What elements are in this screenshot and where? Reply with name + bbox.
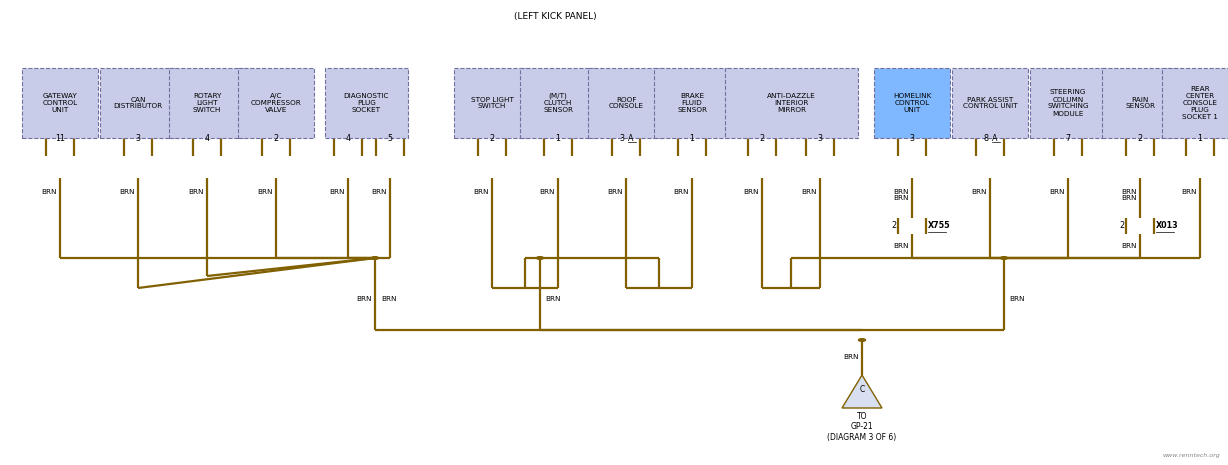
Text: STEERING
COLUMN
SWITCHING
MODULE: STEERING COLUMN SWITCHING MODULE [1047, 89, 1089, 117]
Text: 4: 4 [205, 134, 210, 143]
Text: 4: 4 [345, 134, 350, 143]
Text: BRN: BRN [329, 189, 345, 195]
Text: www.renntech.org: www.renntech.org [1162, 453, 1219, 458]
FancyBboxPatch shape [1162, 68, 1228, 138]
Text: 11: 11 [55, 134, 65, 143]
Text: 3: 3 [818, 134, 823, 143]
Text: ROTARY
LIGHT
SWITCH: ROTARY LIGHT SWITCH [193, 93, 221, 113]
Text: 2: 2 [274, 134, 279, 143]
Text: BRN: BRN [673, 189, 689, 195]
Text: PARK ASSIST
CONTROL UNIT: PARK ASSIST CONTROL UNIT [963, 97, 1017, 109]
Text: 2: 2 [759, 134, 765, 143]
FancyBboxPatch shape [588, 68, 664, 138]
Circle shape [858, 339, 866, 341]
Text: 3: 3 [910, 134, 915, 143]
Text: BRN: BRN [1009, 296, 1024, 302]
Text: STOP LIGHT
SWITCH: STOP LIGHT SWITCH [470, 97, 513, 109]
FancyBboxPatch shape [99, 68, 176, 138]
Text: C: C [860, 385, 865, 393]
Text: HOMELINK
CONTROL
UNIT: HOMELINK CONTROL UNIT [893, 93, 931, 113]
Text: ANTI-DAZZLE
INTERIOR
MIRROR: ANTI-DAZZLE INTERIOR MIRROR [768, 93, 815, 113]
FancyBboxPatch shape [238, 68, 314, 138]
Text: 1: 1 [555, 134, 560, 143]
Text: 2: 2 [1137, 134, 1142, 143]
Text: BRN: BRN [539, 189, 555, 195]
Text: BRN: BRN [372, 189, 387, 195]
FancyBboxPatch shape [874, 68, 950, 138]
Text: BRN: BRN [545, 296, 560, 302]
Text: BRN: BRN [608, 189, 623, 195]
Text: BRN: BRN [189, 189, 204, 195]
Text: BRN: BRN [42, 189, 56, 195]
Text: A: A [992, 134, 997, 143]
FancyBboxPatch shape [22, 68, 98, 138]
Text: A/C
COMPRESSOR
VALVE: A/C COMPRESSOR VALVE [251, 93, 301, 113]
Text: BRN: BRN [743, 189, 759, 195]
Circle shape [372, 257, 378, 259]
Text: GATEWAY
CONTROL
UNIT: GATEWAY CONTROL UNIT [43, 93, 77, 113]
FancyBboxPatch shape [1030, 68, 1106, 138]
Text: BRN: BRN [356, 296, 372, 302]
Text: 7: 7 [1066, 134, 1071, 143]
Text: BRN: BRN [1050, 189, 1065, 195]
Text: 5: 5 [388, 134, 393, 143]
Text: BRN: BRN [119, 189, 135, 195]
Circle shape [1001, 257, 1007, 259]
Text: X755: X755 [928, 221, 950, 231]
FancyBboxPatch shape [952, 68, 1028, 138]
Text: RAIN
SENSOR: RAIN SENSOR [1125, 97, 1156, 109]
Text: 2: 2 [490, 134, 495, 143]
Polygon shape [842, 375, 882, 408]
Text: BRN: BRN [844, 354, 860, 360]
Text: 3: 3 [135, 134, 140, 143]
Text: BRN: BRN [381, 296, 397, 302]
Text: 1: 1 [689, 134, 695, 143]
Text: CAN
DISTRIBUTOR: CAN DISTRIBUTOR [113, 97, 162, 109]
Text: A: A [628, 134, 634, 143]
Text: DIAGNOSTIC
PLUG
SOCKET: DIAGNOSTIC PLUG SOCKET [344, 93, 389, 113]
Text: BRN: BRN [1181, 189, 1197, 195]
FancyBboxPatch shape [1102, 68, 1178, 138]
Text: ROOF
CONSOLE: ROOF CONSOLE [609, 97, 643, 109]
Text: TO
GP-21
(DIAGRAM 3 OF 6): TO GP-21 (DIAGRAM 3 OF 6) [828, 412, 896, 442]
Text: 2: 2 [1119, 221, 1124, 231]
Text: BRN: BRN [894, 189, 909, 195]
Text: BRN: BRN [802, 189, 817, 195]
Text: BRN: BRN [894, 243, 909, 249]
FancyBboxPatch shape [655, 68, 729, 138]
Text: REAR
CENTER
CONSOLE
PLUG
SOCKET 1: REAR CENTER CONSOLE PLUG SOCKET 1 [1183, 86, 1218, 120]
Text: 3: 3 [619, 134, 624, 143]
Text: BRN: BRN [1121, 189, 1137, 195]
Text: BRN: BRN [474, 189, 489, 195]
Text: 8: 8 [982, 134, 989, 143]
Text: BRN: BRN [1121, 243, 1137, 249]
Text: 1: 1 [1197, 134, 1202, 143]
Text: BRN: BRN [894, 195, 909, 201]
Text: X013: X013 [1156, 221, 1179, 231]
Text: (M/T)
CLUTCH
SENSOR: (M/T) CLUTCH SENSOR [543, 93, 573, 113]
FancyBboxPatch shape [454, 68, 530, 138]
Text: 2: 2 [890, 221, 896, 231]
Text: BRN: BRN [1121, 195, 1137, 201]
FancyBboxPatch shape [725, 68, 858, 138]
Text: (LEFT KICK PANEL): (LEFT KICK PANEL) [513, 12, 597, 21]
Circle shape [537, 257, 544, 259]
FancyBboxPatch shape [325, 68, 408, 138]
Text: BRN: BRN [971, 189, 987, 195]
FancyBboxPatch shape [519, 68, 596, 138]
Text: BRAKE
FLUID
SENSOR: BRAKE FLUID SENSOR [677, 93, 707, 113]
Text: BRN: BRN [258, 189, 273, 195]
FancyBboxPatch shape [169, 68, 246, 138]
